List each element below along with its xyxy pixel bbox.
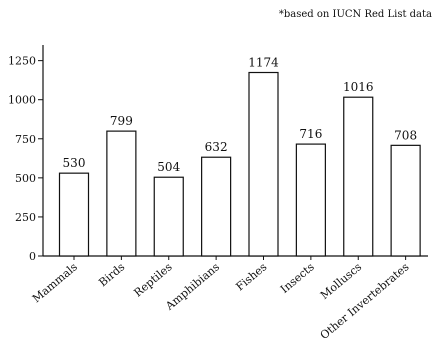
data-label: 530 — [63, 156, 86, 170]
y-tick-label: 1250 — [8, 55, 36, 68]
data-label: 716 — [299, 127, 322, 141]
y-tick-label: 750 — [15, 133, 36, 146]
x-tick-label: Reptiles — [132, 260, 175, 299]
x-tick-label: Mammals — [30, 260, 80, 305]
data-label: 799 — [110, 114, 133, 128]
y-tick-label: 0 — [29, 250, 36, 263]
bar — [58, 172, 90, 257]
bar — [248, 71, 279, 257]
data-label: 1174 — [248, 56, 279, 70]
bar — [153, 176, 184, 257]
x-tick-label: Molluscs — [318, 260, 365, 302]
bar — [106, 130, 137, 257]
bar — [343, 96, 374, 257]
x-tick-label: Other Invertebrates — [318, 260, 412, 342]
data-label: 632 — [205, 140, 228, 154]
data-label: 708 — [394, 128, 417, 142]
x-tick-label: Fishes — [233, 260, 269, 293]
bar — [201, 156, 232, 257]
y-tick-label: 1000 — [8, 94, 36, 107]
x-tick-label: Birds — [96, 260, 127, 289]
bar — [390, 144, 421, 257]
source-note: *based on IUCN Red List data — [279, 9, 432, 20]
y-tick-label: 500 — [15, 172, 36, 185]
bar — [295, 143, 326, 257]
data-label: 1016 — [343, 80, 374, 94]
data-label: 504 — [157, 160, 180, 174]
x-tick-label: Insects — [278, 260, 317, 296]
y-tick-label: 250 — [15, 211, 36, 224]
